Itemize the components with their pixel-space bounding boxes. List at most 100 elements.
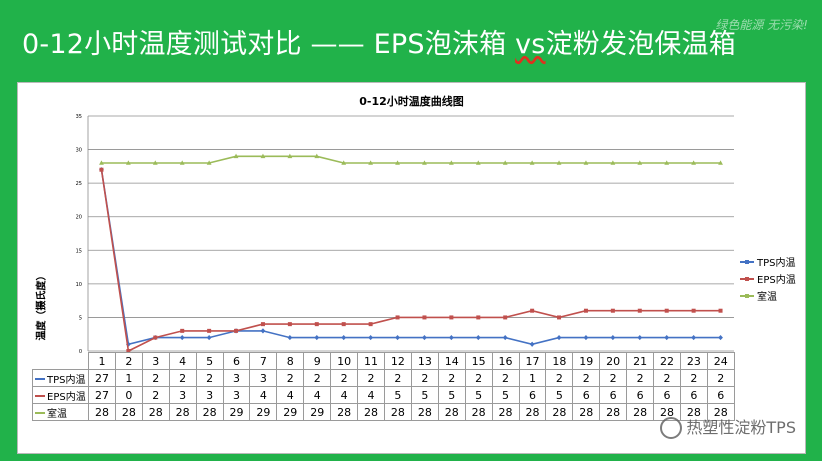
- data-point: [287, 334, 293, 341]
- x-tick-label: 12: [383, 352, 412, 370]
- table-cell: 29: [303, 403, 332, 421]
- data-point: [583, 334, 589, 341]
- x-tick-label: 6: [222, 352, 251, 370]
- table-cell: 28: [545, 403, 574, 421]
- table-cell: 29: [249, 403, 278, 421]
- table-corner-cell: [32, 352, 89, 370]
- table-cell: 4: [276, 386, 305, 404]
- data-point: [637, 160, 643, 165]
- x-tick-label: 17: [518, 352, 547, 370]
- data-point: [664, 160, 670, 165]
- table-cell: 2: [195, 369, 224, 387]
- table-cell: 6: [679, 386, 708, 404]
- legend-label: EPS内温: [757, 275, 796, 286]
- x-tick-label: 1: [88, 352, 116, 370]
- x-tick-label: 14: [437, 352, 466, 370]
- data-point: [529, 341, 535, 347]
- data-point: [476, 315, 481, 320]
- y-tick-label: 35: [76, 114, 82, 120]
- watermark-top: 绿色能源 无污染!: [715, 18, 808, 32]
- table-cell: 2: [599, 369, 628, 387]
- row-series-marker: [35, 377, 45, 380]
- data-point: [153, 335, 158, 340]
- table-row: EPS内温 27 0 2 3 3 3 4 4 4 4 4 5 5 5 5 5 6 5 6 6 6 6 6 6: [32, 386, 735, 404]
- table-cell: 2: [706, 369, 735, 387]
- data-point: [583, 308, 588, 313]
- data-point: [583, 160, 589, 165]
- table-cell: 28: [491, 403, 520, 421]
- data-point: [125, 160, 131, 165]
- table-cell: 2: [626, 369, 655, 387]
- row-series-marker: [35, 394, 45, 397]
- data-point: [179, 334, 185, 341]
- data-point: [234, 328, 239, 333]
- table-cell: 2: [141, 386, 170, 404]
- y-tick-label: 30: [76, 148, 82, 154]
- table-row-header: TPS内温: [32, 369, 89, 387]
- data-point: [395, 334, 400, 341]
- table-cell: 2: [168, 369, 197, 387]
- table-cell: 28: [410, 403, 439, 421]
- table-cell: 3: [195, 386, 224, 404]
- table-cell: 3: [249, 369, 278, 387]
- table-cell: 28: [357, 403, 385, 421]
- table-cell: 28: [599, 403, 628, 421]
- data-point: [422, 160, 427, 165]
- slide-title-rest: 淀粉发泡保温箱: [545, 29, 736, 60]
- y-tick-label: 25: [76, 181, 82, 187]
- data-point: [475, 160, 481, 165]
- data-point: [664, 334, 670, 341]
- y-tick-label: 0: [79, 349, 82, 355]
- x-tick-label: 20: [599, 352, 628, 370]
- legend-swatch: [740, 292, 754, 300]
- y-tick-label: 5: [79, 315, 82, 321]
- data-point: [637, 308, 642, 313]
- y-tick-label: 20: [76, 215, 82, 221]
- data-point: [314, 322, 319, 327]
- data-table: 1 2 3 4 5 6 7 8 9 10 11 12 13 14 15 16 17 18 19 20 21 22 23 24 T…: [32, 352, 735, 421]
- data-point: [206, 160, 212, 165]
- x-tick-label: 10: [330, 352, 359, 370]
- data-point: [152, 160, 158, 165]
- data-point: [260, 153, 266, 159]
- wechat-icon: [660, 417, 683, 439]
- data-point: [448, 334, 454, 341]
- data-point: [664, 308, 669, 313]
- x-tick-label: 3: [141, 352, 170, 370]
- chart-panel: 0-12小时温度曲线图 温度（摄氏度） 0 5 10 15 20 25 30 35 TPS内温…: [17, 82, 806, 454]
- table-cell: 5: [410, 386, 439, 404]
- table-cell: 4: [357, 386, 385, 404]
- table-cell: 27: [88, 369, 116, 387]
- x-tick-label: 24: [706, 352, 735, 370]
- x-tick-label: 18: [545, 352, 574, 370]
- table-cell: 2: [276, 369, 305, 387]
- table-cell: 3: [222, 386, 251, 404]
- data-point: [314, 153, 320, 159]
- table-cell: 5: [545, 386, 574, 404]
- table-row-header: EPS内温: [32, 386, 89, 404]
- data-point: [341, 322, 346, 327]
- data-point: [233, 153, 239, 159]
- table-cell: 4: [303, 386, 332, 404]
- table-cell: 2: [545, 369, 574, 387]
- data-point: [610, 308, 615, 313]
- slide-title-vs: vs: [515, 29, 546, 60]
- x-tick-label: 5: [195, 352, 224, 370]
- table-cell: 6: [518, 386, 547, 404]
- data-point: [207, 328, 212, 333]
- data-point: [260, 322, 265, 327]
- table-header-row: 1 2 3 4 5 6 7 8 9 10 11 12 13 14 15 16 17 18 19 20 21 22 23 24: [32, 352, 735, 370]
- y-tick-label: 10: [76, 282, 82, 288]
- row-series-name: EPS内温: [47, 391, 86, 403]
- data-point: [503, 315, 508, 320]
- table-cell: 6: [653, 386, 681, 404]
- table-cell: 27: [88, 386, 116, 404]
- table-cell: 28: [114, 403, 143, 421]
- table-cell: 2: [491, 369, 520, 387]
- data-point: [475, 334, 481, 341]
- data-point: [691, 334, 697, 341]
- line-chart: 0 5 10 15 20 25 30 35: [76, 114, 734, 355]
- data-point: [557, 315, 562, 320]
- x-tick-label: 9: [303, 352, 332, 370]
- x-tick-label: 22: [653, 352, 681, 370]
